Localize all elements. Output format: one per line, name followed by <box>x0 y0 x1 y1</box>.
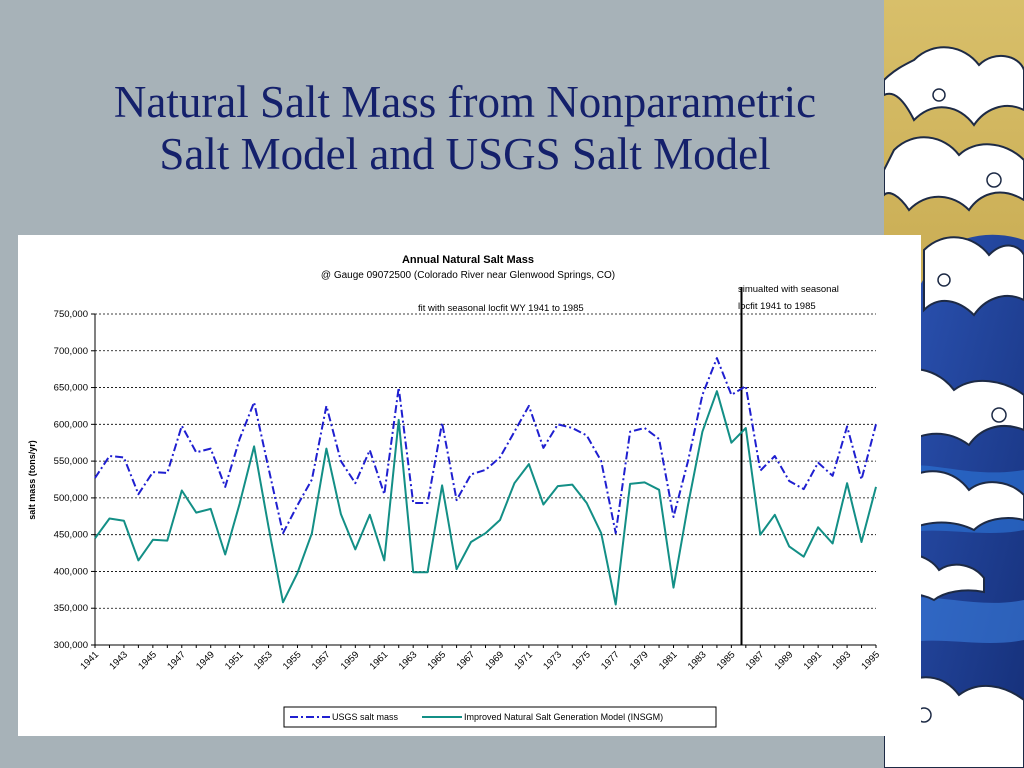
y-axis-label: salt mass (tons/yr) <box>27 440 37 520</box>
x-tick-label: 1989 <box>773 649 796 672</box>
x-tick-label: 1949 <box>194 649 217 672</box>
x-tick-label: 1995 <box>859 649 882 672</box>
x-tick-label: 1981 <box>657 649 680 672</box>
y-tick-label: 550,000 <box>54 456 88 467</box>
y-tick-label: 700,000 <box>54 346 88 357</box>
x-tick-label: 1975 <box>570 649 593 672</box>
legend: USGS salt mass Improved Natural Salt Gen… <box>283 706 717 728</box>
y-tick-labels: 300,000 350,000 400,000 450,000 500,000 550,0… <box>54 309 88 651</box>
x-tick-label: 1965 <box>426 649 449 672</box>
x-tick-label: 1969 <box>483 649 506 672</box>
x-tick-label: 1953 <box>252 649 275 672</box>
y-tick-label: 650,000 <box>54 383 88 394</box>
x-tick-label: 1979 <box>628 649 651 672</box>
gridlines <box>91 313 876 646</box>
y-tick-label: 300,000 <box>54 640 88 651</box>
x-tick-label: 1985 <box>715 649 738 672</box>
legend-insgm-label: Improved Natural Salt Generation Model (… <box>464 712 663 722</box>
y-tick-label: 450,000 <box>54 530 88 541</box>
x-tick-label: 1967 <box>454 649 477 672</box>
slide-title: Natural Salt Mass from Nonparametric Sal… <box>20 76 910 180</box>
x-tick-labels: 1941 1943 1945 1947 1949 1951 1953 1955 1957 1959… <box>78 649 882 672</box>
sim-annotation-line-1: simualted with seasonal <box>738 284 839 295</box>
x-tick-label: 1945 <box>136 649 159 672</box>
x-tick-label: 1983 <box>686 649 709 672</box>
insgm-series-line <box>94 390 877 606</box>
y-tick-label: 500,000 <box>54 493 88 504</box>
chart-subtitle: @ Gauge 09072500 (Colorado River near Gl… <box>321 270 615 281</box>
usgs-series-line <box>94 357 877 535</box>
x-tick-label: 1963 <box>397 649 420 672</box>
axes <box>94 314 877 648</box>
salt-mass-chart: Annual Natural Salt Mass @ Gauge 0907250… <box>27 254 882 728</box>
legend-box <box>283 706 717 728</box>
x-tick-label: 1951 <box>223 649 246 672</box>
x-tick-label: 1977 <box>599 649 622 672</box>
slide-title-line-1: Natural Salt Mass from Nonparametric <box>113 77 817 127</box>
x-tick-label: 1961 <box>368 649 391 672</box>
x-tick-label: 1959 <box>339 649 362 672</box>
chart-card: Annual Natural Salt Mass @ Gauge 0907250… <box>18 235 921 736</box>
sim-annotation-line-2: locfit 1941 to 1985 <box>738 301 816 312</box>
x-tick-label: 1955 <box>281 649 304 672</box>
x-tick-label: 1991 <box>802 649 825 672</box>
x-tick-label: 1947 <box>165 649 188 672</box>
x-tick-label: 1943 <box>107 649 130 672</box>
chart-title: Annual Natural Salt Mass <box>402 254 534 266</box>
y-tick-label: 350,000 <box>54 603 88 614</box>
y-tick-label: 600,000 <box>54 419 88 430</box>
x-tick-label: 1987 <box>744 649 767 672</box>
x-tick-label: 1941 <box>78 649 101 672</box>
x-tick-label: 1971 <box>512 649 535 672</box>
slide-title-line-2: Salt Model and USGS Salt Model <box>159 129 771 179</box>
x-tick-label: 1973 <box>541 649 564 672</box>
y-tick-label: 400,000 <box>54 566 88 577</box>
y-tick-label: 750,000 <box>54 309 88 320</box>
x-tick-label: 1993 <box>830 649 853 672</box>
legend-usgs-label: USGS salt mass <box>332 712 399 722</box>
series-lines <box>94 357 877 606</box>
fit-annotation: fit with seasonal locfit WY 1941 to 1985 <box>418 303 584 314</box>
x-tick-label: 1957 <box>310 649 333 672</box>
